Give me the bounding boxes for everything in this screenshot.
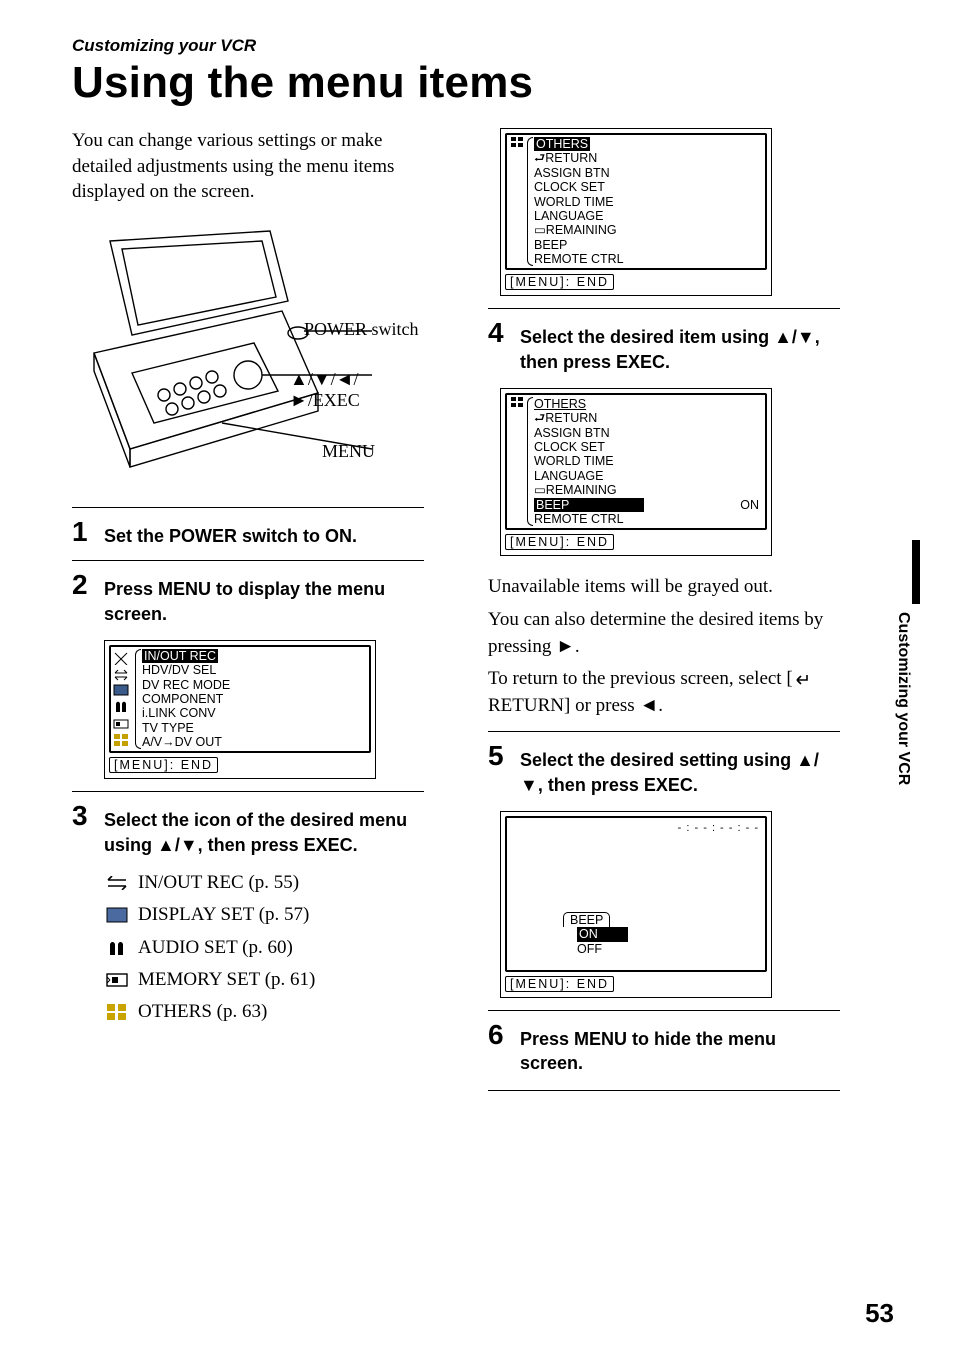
callout-power: POWER switch — [304, 319, 419, 340]
osd-step3: OTHERS ⮐RETURN ASSIGN BTN CLOCK SET WORL… — [500, 128, 772, 296]
arrows-icon — [104, 876, 130, 890]
memory-icon — [104, 972, 130, 988]
menu-ref-memory: MEMORY SET (p. 61) — [104, 964, 424, 996]
osd-item: REMOTE CTRL — [534, 512, 763, 526]
osd-item: ▭REMAINING — [534, 223, 763, 237]
audio-icon — [104, 939, 130, 957]
osd-item: DV REC MODE — [142, 678, 367, 692]
osd-item: CLOCK SET — [534, 180, 763, 194]
menu-refs-list: IN/OUT REC (p. 55) DISPLAY SET (p. 57) A… — [72, 857, 424, 1028]
others-icon — [511, 397, 525, 409]
osd-item: COMPONENT — [142, 692, 367, 706]
step-5: 5 Select the desired setting using ▲/▼, … — [488, 731, 840, 998]
step-number: 5 — [488, 742, 510, 770]
osd-selected: BEEP — [534, 498, 644, 512]
osd-footer: [MENU]: END — [109, 757, 218, 773]
audio-icon — [113, 700, 129, 714]
osd-header: OTHERS — [534, 137, 590, 151]
step-number: 6 — [488, 1021, 510, 1049]
others-icon — [104, 1003, 130, 1021]
section-label: Customizing your VCR — [72, 36, 882, 56]
osd-step4: OTHERS ⮐RETURN ASSIGN BTN CLOCK SET WORL… — [500, 388, 772, 556]
step-6: 6 Press MENU to hide the menu screen. — [488, 1010, 840, 1091]
osd-item: ▭REMAINING — [534, 483, 763, 497]
note-press-right: You can also determine the desired items… — [488, 607, 840, 660]
osd-value: ON — [740, 498, 763, 512]
side-tab-bar — [912, 540, 920, 604]
menu-ref-audio: AUDIO SET (p. 60) — [104, 932, 424, 964]
osd-item: ASSIGN BTN — [534, 426, 763, 440]
arrows-icon — [113, 669, 129, 681]
osd-item: HDV/DV SEL — [142, 663, 367, 677]
osd-footer: [MENU]: END — [505, 274, 614, 290]
right-column: OTHERS ⮐RETURN ASSIGN BTN CLOCK SET WORL… — [488, 128, 840, 1091]
osd-item: LANGUAGE — [534, 209, 763, 223]
osd-step2: IN/OUT REC HDV/DV SEL DV REC MODE COMPON… — [104, 640, 376, 780]
intro-text: You can change various settings or make … — [72, 128, 424, 205]
osd-item: i.LINK CONV — [142, 706, 367, 720]
step-title: Set the POWER switch to ON. — [104, 518, 357, 548]
osd-item: ⮐RETURN — [534, 411, 763, 425]
osd-item: WORLD TIME — [534, 195, 763, 209]
osd-item: LANGUAGE — [534, 469, 763, 483]
display-icon — [113, 684, 129, 696]
step-3: 3 Select the icon of the desired menu us… — [72, 791, 424, 1028]
osd-header: OTHERS — [534, 397, 586, 411]
step-number: 2 — [72, 571, 94, 599]
step-title: Press MENU to hide the menu screen. — [520, 1021, 840, 1076]
osd-item: TV TYPE — [142, 721, 367, 735]
beep-on: ON — [577, 927, 628, 941]
callout-menu: MENU — [322, 441, 375, 462]
osd-item: BEEP — [534, 238, 763, 252]
step-title: Press MENU to display the menu screen. — [104, 571, 424, 626]
others-icon — [113, 733, 129, 747]
page-number: 53 — [865, 1298, 894, 1329]
step-number: 1 — [72, 518, 94, 546]
beep-label: BEEP — [563, 912, 610, 927]
osd-item: ⮐RETURN — [534, 151, 763, 165]
menu-ref-inout: IN/OUT REC (p. 55) — [104, 867, 424, 899]
step-number: 4 — [488, 319, 510, 347]
side-tab-text: Customizing your VCR — [894, 612, 912, 785]
return-icon — [793, 672, 811, 686]
menu-ref-display: DISPLAY SET (p. 57) — [104, 899, 424, 931]
osd-selected: IN/OUT REC — [142, 649, 218, 663]
osd-item: REMOTE CTRL — [534, 252, 763, 266]
note-grayed: Unavailable items will be grayed out. — [488, 574, 840, 601]
device-figure: POWER switch ▲/▼/◄/►/EXEC MENU — [72, 223, 424, 493]
step-4: 4 Select the desired item using ▲/▼, the… — [488, 308, 840, 719]
step-title: Select the icon of the desired menu usin… — [104, 802, 424, 857]
osd-footer: [MENU]: END — [505, 534, 614, 550]
note-return: To return to the previous screen, select… — [488, 666, 840, 719]
page-title: Using the menu items — [72, 58, 882, 108]
step-number: 3 — [72, 802, 94, 830]
page-header: Customizing your VCR Using the menu item… — [72, 36, 882, 108]
memory-icon — [113, 718, 129, 730]
timecode: - : - - : - - : - - — [678, 822, 759, 835]
display-icon — [104, 907, 130, 923]
osd-item: ASSIGN BTN — [534, 166, 763, 180]
callout-exec: ▲/▼/◄/►/EXEC — [290, 369, 424, 410]
step-title: Select the desired setting using ▲/▼, th… — [520, 742, 840, 797]
osd-footer: [MENU]: END — [505, 976, 614, 992]
beep-off: OFF — [577, 942, 628, 956]
osd-item: A/V→DV OUT — [142, 735, 367, 749]
step-1: 1 Set the POWER switch to ON. — [72, 507, 424, 548]
others-icon — [511, 137, 525, 149]
side-tab: Customizing your VCR — [894, 540, 920, 785]
osd-item: CLOCK SET — [534, 440, 763, 454]
tools-icon — [113, 651, 129, 665]
osd-item: WORLD TIME — [534, 454, 763, 468]
menu-ref-others: OTHERS (p. 63) — [104, 996, 424, 1028]
step-title: Select the desired item using ▲/▼, then … — [520, 319, 840, 374]
osd-step5: - : - - : - - : - - BEEP ON OFF [MENU]: … — [500, 811, 772, 998]
step-2: 2 Press MENU to display the menu screen. — [72, 560, 424, 779]
left-column: You can change various settings or make … — [72, 128, 424, 1091]
